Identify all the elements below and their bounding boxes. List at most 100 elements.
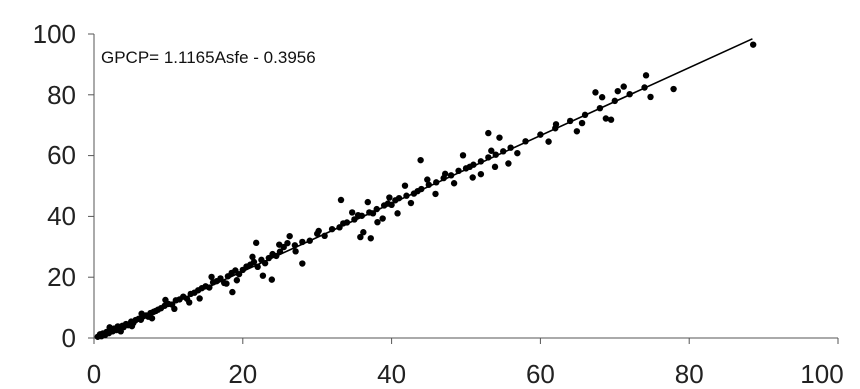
data-point-0-96 (477, 158, 485, 165)
data-point-0-72 (343, 219, 351, 226)
x-axis: 0 20 40 60 80 100 (87, 337, 844, 389)
data-point-0-141 (394, 210, 401, 217)
data-point-0-121 (229, 288, 236, 296)
data-point-0-68 (321, 232, 328, 240)
data-point-0-170 (670, 85, 677, 93)
data-point-0-78 (373, 205, 380, 213)
data-point-0-159 (552, 121, 560, 128)
data-point-0-144 (417, 156, 424, 164)
data-point-0-138 (374, 218, 381, 226)
data-point-0-109 (641, 84, 648, 91)
data-point-0-140 (386, 194, 393, 201)
data-point-0-152 (485, 129, 492, 137)
data-point-0-128 (286, 232, 293, 240)
data-point-0-153 (488, 147, 495, 154)
y-tick-label-40: 40 (47, 201, 76, 231)
data-point-0-66 (306, 237, 313, 244)
data-point-0-106 (596, 104, 604, 112)
data-point-0-101 (522, 138, 529, 145)
data-point-0-105 (581, 111, 589, 119)
x-tick-label-20: 20 (228, 359, 257, 389)
data-point-0-45 (217, 275, 224, 282)
data-point-0-146 (432, 190, 439, 198)
data-point-0-154 (491, 163, 499, 171)
scatter-points (94, 41, 757, 340)
data-point-0-112 (128, 322, 136, 330)
data-point-0-131 (315, 227, 322, 235)
data-point-0-158 (545, 138, 552, 145)
regression-equation-label: GPCP= 1.1165Asfe - 0.3956 (101, 48, 316, 67)
y-tick-label-80: 80 (47, 80, 76, 110)
data-point-0-69 (328, 225, 336, 233)
data-point-0-129 (292, 248, 299, 255)
data-point-0-65 (299, 238, 306, 246)
data-point-0-97 (485, 154, 492, 161)
data-point-0-164 (602, 115, 610, 122)
data-point-0-135 (360, 229, 367, 236)
data-point-0-160 (573, 128, 581, 135)
data-point-0-145 (424, 176, 431, 183)
data-point-0-134 (357, 233, 364, 241)
data-point-0-99 (500, 148, 507, 155)
data-point-0-57 (261, 260, 269, 267)
data-point-0-95 (470, 161, 477, 168)
x-tick-label-100: 100 (800, 359, 843, 389)
data-point-0-54 (250, 258, 258, 266)
data-point-0-98 (492, 151, 499, 158)
data-point-0-139 (379, 215, 386, 222)
data-point-0-169 (647, 93, 654, 101)
data-point-0-110 (106, 324, 113, 331)
data-point-0-42 (206, 284, 213, 291)
data-point-0-83 (395, 194, 403, 202)
data-point-0-119 (208, 273, 215, 281)
data-point-0-73 (351, 216, 358, 223)
data-point-0-171 (749, 41, 757, 48)
data-point-0-50 (235, 270, 243, 278)
data-point-0-77 (369, 210, 377, 217)
data-point-0-151 (477, 170, 485, 178)
x-tick-label-80: 80 (675, 359, 704, 389)
data-point-0-136 (364, 198, 371, 206)
y-tick-label-100: 100 (33, 19, 76, 49)
data-point-0-125 (259, 272, 267, 279)
y-tick-label-20: 20 (47, 262, 76, 292)
x-tick-label-0: 0 (87, 359, 101, 389)
data-point-0-167 (620, 83, 627, 90)
data-point-0-162 (592, 89, 599, 96)
data-point-0-111 (117, 328, 124, 335)
data-point-0-108 (626, 90, 633, 98)
data-point-0-130 (299, 260, 306, 267)
data-point-0-81 (388, 201, 395, 209)
data-point-0-64 (291, 242, 299, 249)
data-point-0-127 (276, 241, 283, 248)
data-point-0-102 (537, 131, 544, 138)
data-point-0-133 (348, 209, 356, 216)
data-point-0-168 (642, 72, 650, 79)
data-point-0-107 (611, 97, 618, 105)
data-point-0-88 (425, 181, 432, 188)
data-point-0-166 (614, 87, 621, 95)
data-point-0-147 (441, 170, 449, 178)
data-point-0-61 (276, 248, 284, 255)
data-point-0-132 (337, 196, 345, 204)
data-point-0-163 (598, 94, 606, 101)
data-point-0-100 (507, 144, 514, 151)
data-point-0-60 (273, 252, 280, 260)
data-point-0-89 (433, 179, 440, 186)
data-point-0-118 (196, 295, 203, 302)
data-point-0-123 (249, 253, 256, 261)
data-point-0-148 (450, 180, 458, 187)
data-point-0-126 (268, 276, 276, 283)
y-tick-label-60: 60 (47, 140, 76, 170)
y-tick-label-0: 0 (62, 323, 76, 353)
data-point-0-157 (514, 149, 521, 157)
data-point-0-55 (254, 263, 261, 271)
data-point-0-115 (162, 296, 169, 304)
y-axis: 0 20 40 60 80 100 (33, 19, 95, 353)
data-point-0-137 (367, 235, 374, 242)
data-point-0-113 (138, 310, 145, 317)
data-point-0-117 (186, 299, 193, 306)
data-point-0-150 (469, 174, 476, 181)
data-point-0-142 (401, 182, 409, 189)
